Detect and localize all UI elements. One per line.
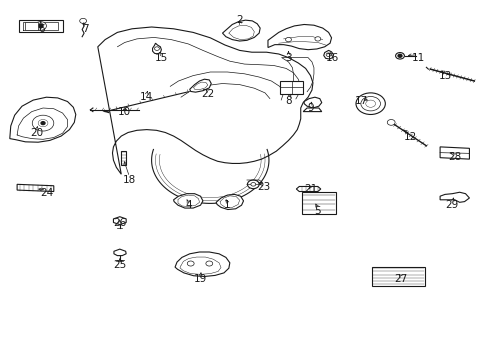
Text: 18: 18	[122, 175, 136, 185]
Polygon shape	[280, 81, 303, 94]
Text: 14: 14	[140, 92, 153, 102]
Polygon shape	[121, 151, 126, 165]
Polygon shape	[323, 50, 333, 59]
Polygon shape	[152, 43, 161, 54]
Circle shape	[80, 18, 86, 23]
Text: 28: 28	[447, 152, 461, 162]
Polygon shape	[439, 192, 468, 202]
Circle shape	[205, 261, 212, 266]
Circle shape	[360, 96, 380, 111]
Circle shape	[41, 122, 45, 125]
Text: 27: 27	[393, 274, 407, 284]
Text: 21: 21	[303, 184, 317, 194]
Polygon shape	[303, 108, 321, 112]
Text: 24: 24	[40, 188, 53, 198]
Circle shape	[32, 115, 54, 131]
Text: 22: 22	[201, 89, 214, 99]
Text: 8: 8	[285, 96, 291, 106]
Circle shape	[154, 47, 159, 50]
Text: 3: 3	[285, 53, 291, 63]
Polygon shape	[302, 192, 336, 214]
Polygon shape	[371, 267, 425, 286]
Polygon shape	[222, 20, 260, 41]
Circle shape	[325, 53, 330, 57]
Polygon shape	[189, 79, 211, 92]
Text: 25: 25	[113, 260, 126, 270]
Text: 16: 16	[325, 53, 339, 63]
Bar	[25, 22, 38, 30]
Polygon shape	[17, 184, 54, 192]
Circle shape	[38, 120, 48, 127]
Circle shape	[314, 37, 320, 41]
Circle shape	[250, 183, 255, 186]
Text: 20: 20	[30, 128, 43, 138]
Text: 29: 29	[445, 200, 458, 210]
Circle shape	[38, 24, 43, 28]
Text: 19: 19	[193, 274, 207, 284]
Text: 15: 15	[154, 53, 168, 63]
Polygon shape	[267, 24, 331, 50]
Text: 5: 5	[314, 206, 321, 216]
Polygon shape	[98, 27, 312, 174]
Polygon shape	[439, 147, 468, 159]
Polygon shape	[19, 20, 62, 32]
Circle shape	[386, 120, 394, 125]
Circle shape	[355, 93, 385, 114]
Polygon shape	[113, 217, 126, 225]
Text: 7: 7	[82, 24, 89, 34]
Polygon shape	[296, 186, 320, 192]
Text: 2: 2	[236, 15, 243, 25]
Text: 12: 12	[403, 132, 417, 142]
Text: 23: 23	[257, 182, 270, 192]
Text: 9: 9	[306, 103, 313, 113]
Circle shape	[35, 22, 46, 30]
Polygon shape	[114, 249, 126, 256]
Text: 13: 13	[437, 71, 451, 81]
Polygon shape	[10, 97, 76, 142]
Circle shape	[187, 261, 194, 266]
Polygon shape	[304, 97, 321, 108]
Polygon shape	[175, 252, 229, 276]
Polygon shape	[216, 194, 243, 210]
Text: 1: 1	[224, 200, 230, 210]
Text: 26: 26	[113, 218, 126, 228]
Text: 17: 17	[354, 96, 368, 106]
Circle shape	[365, 100, 375, 107]
Circle shape	[395, 53, 404, 59]
Circle shape	[285, 37, 291, 42]
Polygon shape	[173, 194, 203, 208]
Circle shape	[247, 180, 259, 189]
Text: 10: 10	[118, 107, 131, 117]
Text: 4: 4	[184, 200, 191, 210]
Text: 11: 11	[410, 53, 424, 63]
Circle shape	[397, 54, 401, 57]
Text: 6: 6	[38, 24, 45, 34]
